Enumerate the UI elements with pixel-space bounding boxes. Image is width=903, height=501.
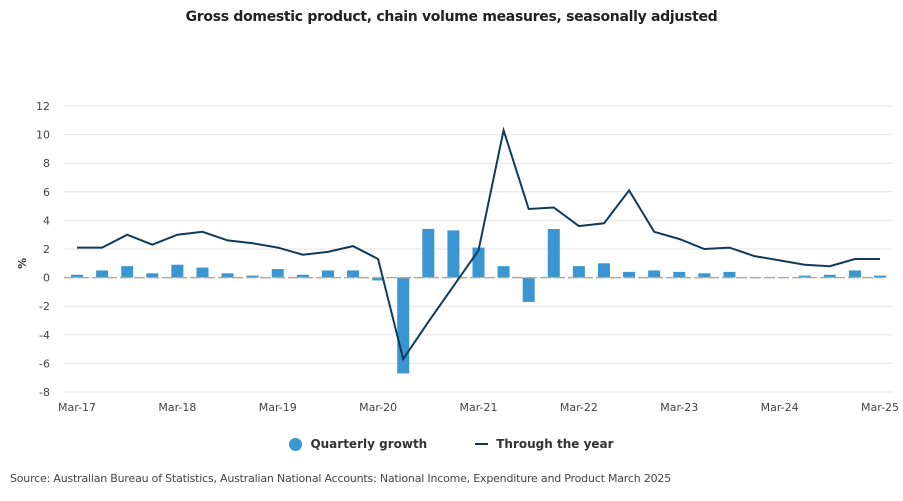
bar-Mar-20 [372, 277, 385, 281]
bar-Mar-23 [673, 271, 686, 278]
x-tick-label: Mar-18 [158, 401, 196, 414]
x-tick-label: Mar-19 [259, 401, 297, 414]
y-tick-label: 2 [43, 243, 50, 256]
y-tick-label: -8 [39, 386, 50, 399]
legend-item-quarterly-growth[interactable]: Quarterly growth [289, 437, 427, 451]
y-axis-ticks: 12 10 8 6 4 2 0 -2 -4 -6 -8 [36, 100, 50, 399]
y-tick-label: -4 [39, 329, 50, 342]
bar-Sep-18 [221, 273, 234, 278]
bar-Mar-22 [572, 266, 585, 278]
bar-Dec-17 [146, 273, 159, 278]
bar-Dec-19 [347, 270, 360, 278]
bar-Jun-24 [798, 275, 811, 278]
bar-Mar-18 [171, 264, 184, 278]
x-tick-label: Mar-17 [58, 401, 96, 414]
bar-Jun-18 [196, 267, 209, 278]
bar-Sep-23 [723, 271, 736, 278]
source-note: Source: Australian Bureau of Statistics,… [10, 472, 671, 485]
y-tick-label: 4 [43, 214, 50, 227]
legend-label: Through the year [496, 437, 614, 451]
legend: Quarterly growth Through the year [0, 437, 903, 451]
bar-Sep-17 [121, 266, 134, 278]
y-tick-label: 10 [36, 129, 50, 142]
legend-item-through-the-year[interactable]: Through the year [475, 437, 614, 451]
bar-Jun-17 [96, 270, 109, 278]
x-tick-label: Mar-21 [459, 401, 497, 414]
bar-Sep-22 [623, 271, 636, 278]
legend-label: Quarterly growth [310, 437, 428, 451]
bar-Sep-19 [321, 270, 334, 278]
x-tick-label: Mar-22 [560, 401, 598, 414]
chart-title: Gross domestic product, chain volume mea… [185, 9, 718, 25]
bar-Sep-21 [522, 277, 535, 302]
legend-line-icon [475, 443, 489, 445]
x-tick-label: Mar-20 [359, 401, 397, 414]
y-axis-label: % [16, 258, 29, 269]
y-tick-label: 8 [43, 157, 50, 170]
gridlines [64, 105, 893, 393]
bar-Dec-21 [547, 228, 560, 278]
y-tick-label: 6 [43, 186, 50, 199]
x-axis-ticks: Mar-17 Mar-18 Mar-19 Mar-20 Mar-21 Mar-22 Mar-… [58, 401, 899, 414]
bar-Dec-22 [648, 270, 661, 278]
bar-Dec-24 [848, 270, 861, 278]
y-tick-label: -2 [39, 300, 50, 313]
bar-Jun-19 [296, 274, 309, 278]
x-tick-label: Mar-25 [861, 401, 899, 414]
x-tick-label: Mar-23 [660, 401, 698, 414]
bar-Dec-20 [447, 230, 460, 278]
bar-Mar-17 [71, 274, 83, 278]
bar-Jun-22 [597, 263, 610, 278]
x-tick-label: Mar-24 [761, 401, 799, 414]
through-the-year-line [76, 126, 881, 362]
bar-Dec-18 [246, 275, 259, 278]
legend-circle-icon [289, 437, 303, 451]
through-the-year-series [77, 126, 880, 362]
bar-Mar-25 [874, 275, 886, 278]
bar-Jun-21 [497, 266, 510, 278]
bar-Sep-20 [422, 228, 435, 278]
bar-Jun-23 [698, 273, 711, 278]
y-tick-label: -6 [39, 357, 50, 370]
y-tick-label: 12 [36, 100, 50, 113]
bar-Mar-19 [271, 269, 284, 278]
bar-Sep-24 [823, 274, 836, 278]
y-tick-label: 0 [43, 272, 50, 285]
